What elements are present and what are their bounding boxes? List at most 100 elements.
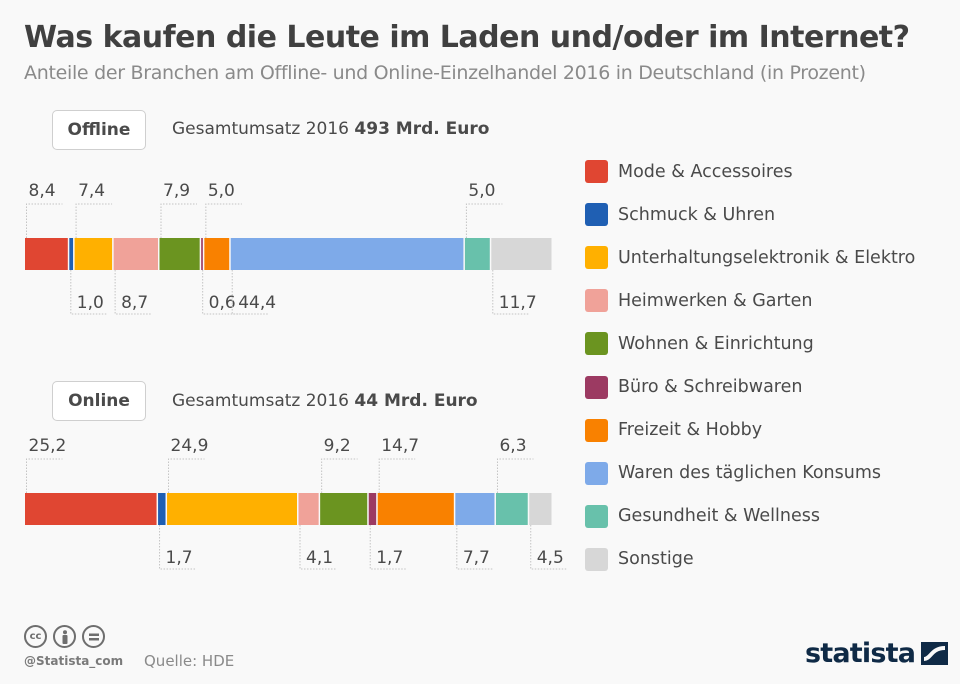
- legend-item: Wohnen & Einrichtung: [585, 322, 915, 365]
- bar-segment-online-1: [158, 493, 166, 525]
- bar-segment-online-2: [167, 493, 298, 525]
- data-label-online-4: 9,2: [324, 436, 351, 456]
- online-total: Gesamtumsatz 2016 44 Mrd. Euro: [172, 391, 478, 411]
- bar-segment-online-8: [495, 493, 528, 525]
- legend-label: Mode & Accessoires: [618, 161, 793, 182]
- legend-label: Büro & Schreibwaren: [618, 377, 803, 398]
- data-label-online-6: 14,7: [381, 436, 419, 456]
- callout-line-offline-0: [26, 203, 63, 238]
- data-label-offline-1: 1,0: [77, 293, 104, 313]
- bar-segment-offline-1: [69, 238, 74, 270]
- legend-label: Wohnen & Einrichtung: [618, 333, 814, 354]
- bar-segment-offline-0: [25, 238, 68, 270]
- legend-swatch: [585, 418, 608, 442]
- data-label-online-1: 1,7: [166, 548, 193, 568]
- attribution-icon: [53, 625, 76, 648]
- chart-title: Was kaufen die Leute im Laden und/oder i…: [24, 20, 910, 55]
- bar-segment-online-5: [368, 493, 377, 525]
- legend-swatch: [585, 332, 608, 356]
- legend-swatch: [585, 461, 608, 485]
- legend-item: Gesundheit & Wellness: [585, 495, 915, 538]
- callout-line-offline-8: [465, 203, 503, 238]
- legend-label: Sonstige: [618, 549, 694, 570]
- data-label-online-8: 6,3: [499, 436, 526, 456]
- legend-label: Freizeit & Hobby: [618, 420, 763, 441]
- data-label-offline-4: 7,9: [163, 181, 190, 201]
- legend-label: Schmuck & Uhren: [618, 204, 776, 225]
- data-label-offline-5: 0,6: [209, 293, 236, 313]
- bar-segment-online-6: [377, 493, 454, 525]
- bar-segment-offline-6: [204, 238, 230, 270]
- bar-segment-offline-2: [74, 238, 113, 270]
- data-label-online-9: 4,5: [537, 548, 564, 568]
- data-label-offline-6: 5,0: [208, 181, 235, 201]
- data-label-online-3: 4,1: [306, 548, 333, 568]
- legend-item: Freizeit & Hobby: [585, 409, 915, 452]
- online-badge: Online: [52, 381, 146, 421]
- callout-line-offline-2: [75, 203, 113, 238]
- data-label-online-5: 1,7: [376, 548, 403, 568]
- data-label-offline-9: 11,7: [499, 293, 537, 313]
- statista-logo-mark-icon: [921, 642, 949, 665]
- data-label-online-7: 7,7: [463, 548, 490, 568]
- offline-badge: Offline: [52, 110, 146, 150]
- data-label-offline-2: 7,4: [78, 181, 105, 201]
- legend-swatch: [585, 246, 608, 270]
- data-label-offline-7: 44,4: [238, 293, 276, 313]
- offline-total: Gesamtumsatz 2016 493 Mrd. Euro: [172, 119, 489, 139]
- legend-label: Heimwerken & Garten: [618, 290, 813, 311]
- legend-label: Gesundheit & Wellness: [618, 506, 820, 527]
- callout-line-offline-4: [160, 203, 198, 238]
- chart-subtitle: Anteile der Branchen am Offline- und Onl…: [24, 62, 866, 84]
- callout-line-offline-6: [205, 203, 242, 238]
- legend-swatch: [585, 203, 608, 227]
- callout-line-online-4: [321, 458, 358, 493]
- bar-segment-online-0: [25, 493, 157, 525]
- bar-segment-online-4: [320, 493, 368, 525]
- bar-segment-online-7: [455, 493, 495, 525]
- legend-item: Mode & Accessoires: [585, 150, 915, 193]
- data-label-offline-8: 5,0: [468, 181, 495, 201]
- callout-line-online-0: [26, 458, 63, 493]
- legend-swatch: [585, 504, 608, 528]
- bar-segment-offline-7: [230, 238, 464, 270]
- legend-item: Waren des täglichen Konsums: [585, 452, 915, 495]
- cc-icon: cc: [24, 625, 47, 648]
- online-total-value: 44 Mrd. Euro: [354, 391, 478, 411]
- callout-line-online-2: [168, 458, 205, 493]
- bar-segment-online-9: [529, 493, 552, 525]
- legend-swatch: [585, 375, 608, 399]
- legend-label: Unterhaltungselektronik & Elektro: [618, 247, 916, 268]
- legend-label: Waren des täglichen Konsums: [618, 463, 882, 484]
- data-label-online-2: 24,9: [171, 436, 209, 456]
- bar-segment-offline-5: [201, 238, 203, 270]
- data-label-offline-0: 8,4: [29, 181, 56, 201]
- callout-line-online-8: [496, 458, 534, 493]
- statista-logo-text: statista: [805, 638, 916, 669]
- legend-swatch: [585, 160, 608, 184]
- no-derivatives-icon: [82, 625, 105, 648]
- legend-item: Schmuck & Uhren: [585, 193, 915, 236]
- license-icons: cc: [24, 625, 105, 648]
- callout-line-online-6: [378, 458, 416, 493]
- statista-handle[interactable]: @Statista_com: [24, 654, 124, 668]
- legend-item: Heimwerken & Garten: [585, 279, 915, 322]
- data-label-online-0: 25,2: [29, 436, 67, 456]
- legend: Mode & Accessoires Schmuck & Uhren Unterha…: [585, 150, 915, 581]
- offline-total-value: 493 Mrd. Euro: [354, 119, 490, 139]
- statista-logo[interactable]: statista: [805, 638, 949, 669]
- bar-segment-offline-3: [113, 238, 159, 270]
- bar-segment-offline-8: [464, 238, 490, 270]
- bar-segment-offline-4: [159, 238, 200, 270]
- legend-item: Unterhaltungselektronik & Elektro: [585, 236, 915, 279]
- bar-segment-online-3: [298, 493, 319, 525]
- offline-total-prefix: Gesamtumsatz 2016: [172, 119, 349, 139]
- legend-item: Sonstige: [585, 538, 915, 581]
- legend-swatch: [585, 547, 608, 571]
- legend-swatch: [585, 289, 608, 313]
- source-note: Quelle: HDE: [144, 652, 235, 670]
- data-label-offline-3: 8,7: [121, 293, 148, 313]
- online-total-prefix: Gesamtumsatz 2016: [172, 391, 349, 411]
- legend-item: Büro & Schreibwaren: [585, 365, 915, 408]
